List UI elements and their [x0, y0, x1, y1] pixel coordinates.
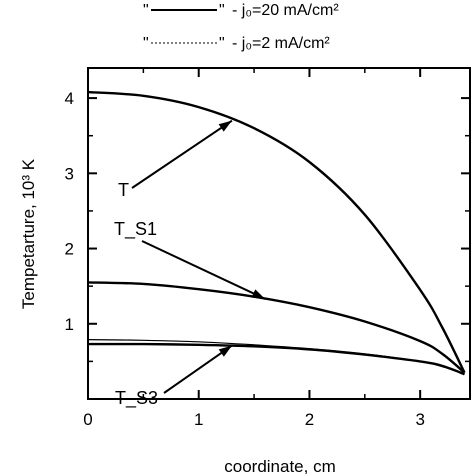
x-tick-label: 3 — [415, 410, 424, 429]
legend-label-2: - j₀=2 mA/cm² — [232, 35, 330, 52]
legend-quote-open: " — [143, 35, 149, 52]
legend: " " - j₀=20 mA/cm² " " - j₀=2 mA/cm² — [143, 2, 339, 52]
x-tick-label: 0 — [83, 410, 92, 429]
legend-label-20: - j₀=20 mA/cm² — [232, 2, 339, 19]
plot-frame — [87, 67, 471, 400]
legend-quote-open: " — [143, 2, 149, 19]
y-axis-title: Tempetarture, 10³ K — [19, 158, 38, 309]
annotations: T T_S1 T_S3 — [114, 119, 266, 409]
y-tick-label: 4 — [65, 89, 74, 108]
annotation-arrow-line — [163, 344, 233, 394]
y-tick-label: 3 — [65, 164, 74, 183]
series-line-t-s3 — [87, 342, 465, 376]
annotation-arrow-head — [218, 345, 232, 357]
annotation-label: T_S3 — [115, 388, 158, 409]
legend-quote-close: " — [219, 35, 225, 52]
annotation-arrow-line — [131, 119, 233, 189]
annotation-label: T — [118, 180, 129, 200]
annotation-arrow-line — [141, 240, 266, 300]
legend-entry-dashed: " " - j₀=2 mA/cm² — [143, 35, 330, 52]
series-line-3 — [87, 339, 465, 375]
x-tick-label: 2 — [305, 410, 314, 429]
annotation-label: T_S1 — [114, 219, 157, 240]
series-group — [87, 90, 466, 376]
series-line-t — [87, 90, 466, 374]
legend-quote-close: " — [219, 2, 225, 19]
annotation-arrow-head — [218, 120, 232, 132]
x-axis-title: coordinate, cm — [224, 457, 336, 474]
annotation-arrow-head — [251, 289, 266, 299]
y-tick-label: 1 — [65, 315, 74, 334]
y-tick-label: 2 — [65, 240, 74, 259]
x-tick-label: 1 — [194, 410, 203, 429]
legend-entry-solid: " " - j₀=20 mA/cm² — [143, 2, 339, 19]
series-line-t-s1 — [87, 281, 466, 374]
axes: 0 1 2 3 1 2 3 4 — [65, 68, 470, 429]
